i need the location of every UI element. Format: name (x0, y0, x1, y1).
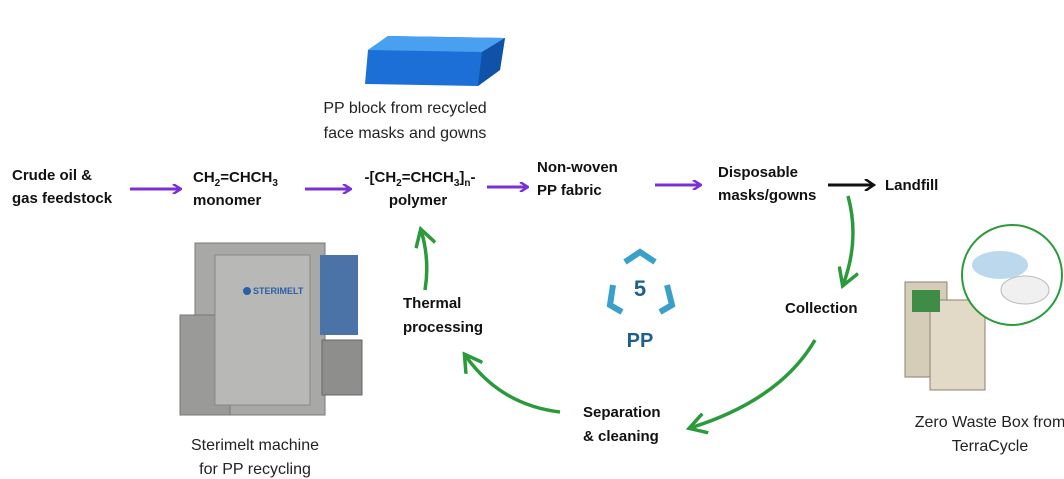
formula-part: =CHCH (402, 169, 454, 186)
caption: for PP recycling (199, 461, 311, 478)
recycle-code: 5 (634, 276, 646, 301)
formula: -[CH2=CHCH3]n- (365, 169, 476, 189)
caption: Sterimelt machine (191, 437, 319, 454)
node-label: monomer (193, 192, 262, 209)
arrow (843, 196, 853, 285)
formula: CH2=CHCH3 (193, 169, 278, 189)
arrow (690, 340, 815, 428)
recycle-label: PP (627, 330, 654, 352)
machine-image (180, 243, 362, 415)
subscript: 3 (272, 178, 278, 189)
brand: STERIMELT (253, 286, 304, 296)
arrow (465, 355, 560, 412)
caption: PP block from recycled (323, 100, 486, 117)
arrow (421, 230, 427, 290)
node-label: gas feedstock (12, 190, 113, 207)
node-label: Non-woven (537, 159, 618, 176)
node-label: polymer (389, 192, 448, 209)
formula-part: -[CH (365, 169, 397, 186)
diagram: PP block from recycled face masks and go… (0, 0, 1064, 479)
node-label: Landfill (885, 177, 938, 194)
formula-part: CH (193, 169, 215, 186)
caption: Zero Waste Box from (915, 414, 1064, 431)
node-label: Thermal (403, 295, 461, 312)
formula-part: - (470, 169, 475, 186)
node-label: Separation (583, 404, 661, 421)
node-label: & cleaning (583, 428, 659, 445)
box-image (905, 225, 1062, 390)
formula-part: =CHCH (220, 169, 272, 186)
node-label: Collection (785, 300, 858, 317)
caption: TerraCycle (952, 438, 1029, 455)
node-label: processing (403, 319, 483, 336)
pp-block-image (365, 36, 505, 86)
node-label: Crude oil & (12, 167, 92, 184)
node-label: masks/gowns (718, 187, 816, 204)
node-label: Disposable (718, 164, 798, 181)
caption: face masks and gowns (324, 125, 487, 142)
node-label: PP fabric (537, 182, 602, 199)
